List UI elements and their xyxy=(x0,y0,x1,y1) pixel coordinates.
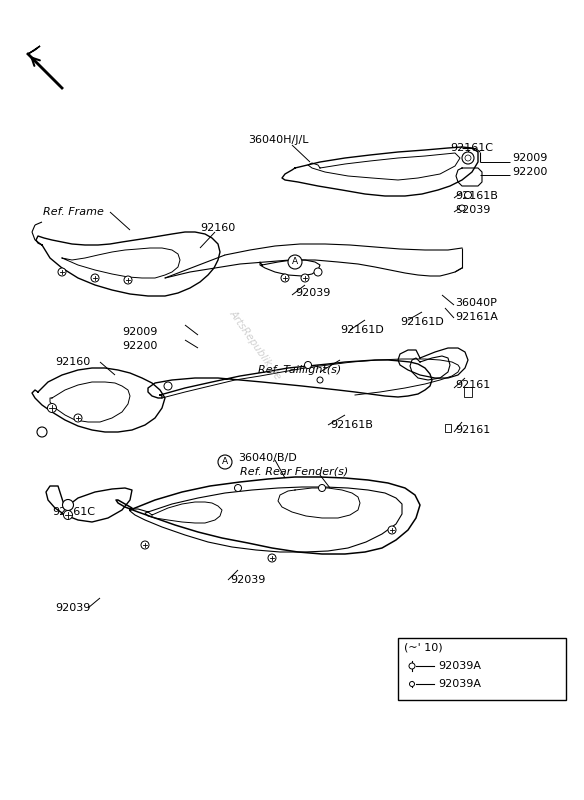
Circle shape xyxy=(288,255,302,269)
Circle shape xyxy=(388,526,396,534)
Text: 92039: 92039 xyxy=(55,603,91,613)
Circle shape xyxy=(218,455,232,469)
Bar xyxy=(464,387,472,397)
Polygon shape xyxy=(28,46,40,54)
Text: 92039A: 92039A xyxy=(438,661,481,671)
Text: Ref. Frame: Ref. Frame xyxy=(43,207,104,217)
Text: 92039: 92039 xyxy=(295,288,331,298)
Circle shape xyxy=(459,205,465,211)
Text: 92039A: 92039A xyxy=(438,679,481,689)
Text: Ref. Rear Fender(s): Ref. Rear Fender(s) xyxy=(240,467,348,477)
Circle shape xyxy=(317,377,323,383)
Text: 92160: 92160 xyxy=(55,357,91,367)
Text: ArtsRepublik.de: ArtsRepublik.de xyxy=(227,308,283,382)
Circle shape xyxy=(58,268,66,276)
Text: 92200: 92200 xyxy=(512,167,547,177)
Text: A: A xyxy=(292,258,298,266)
Circle shape xyxy=(409,663,415,669)
Circle shape xyxy=(409,682,415,686)
Text: 92009: 92009 xyxy=(122,327,157,337)
Text: 92161C: 92161C xyxy=(52,507,95,517)
Circle shape xyxy=(124,276,132,284)
Circle shape xyxy=(301,274,309,282)
Text: (~' 10): (~' 10) xyxy=(404,643,443,653)
Circle shape xyxy=(318,485,325,491)
Circle shape xyxy=(281,274,289,282)
Text: 92161: 92161 xyxy=(455,380,490,390)
Text: 92161: 92161 xyxy=(455,425,490,435)
Circle shape xyxy=(314,268,322,276)
Circle shape xyxy=(64,510,72,519)
Circle shape xyxy=(91,274,99,282)
Text: 92039: 92039 xyxy=(230,575,265,585)
Circle shape xyxy=(164,382,172,390)
Text: 92161B: 92161B xyxy=(330,420,373,430)
Text: 92161D: 92161D xyxy=(340,325,384,335)
Text: Ref. Taillight(s): Ref. Taillight(s) xyxy=(258,365,341,375)
Text: 92160: 92160 xyxy=(200,223,235,233)
Circle shape xyxy=(74,414,82,422)
Text: 92161C: 92161C xyxy=(450,143,493,153)
Text: 92161D: 92161D xyxy=(400,317,444,327)
Text: 36040P: 36040P xyxy=(455,298,497,308)
Circle shape xyxy=(268,554,276,562)
Bar xyxy=(445,424,451,432)
Circle shape xyxy=(304,362,311,369)
Circle shape xyxy=(62,499,74,510)
Text: 92200: 92200 xyxy=(122,341,157,351)
Text: 92161A: 92161A xyxy=(455,312,498,322)
Circle shape xyxy=(37,427,47,437)
Text: 36040/B/D: 36040/B/D xyxy=(238,453,297,463)
Text: 92161B: 92161B xyxy=(455,191,498,201)
Circle shape xyxy=(235,485,242,491)
Bar xyxy=(398,638,566,700)
Circle shape xyxy=(464,191,471,198)
Circle shape xyxy=(462,152,474,164)
Text: 36040H/J/L: 36040H/J/L xyxy=(248,135,308,145)
Circle shape xyxy=(465,155,471,161)
Circle shape xyxy=(47,403,57,413)
Text: 92039: 92039 xyxy=(455,205,491,215)
Text: 92009: 92009 xyxy=(512,153,547,163)
Text: A: A xyxy=(222,458,228,466)
Circle shape xyxy=(141,541,149,549)
